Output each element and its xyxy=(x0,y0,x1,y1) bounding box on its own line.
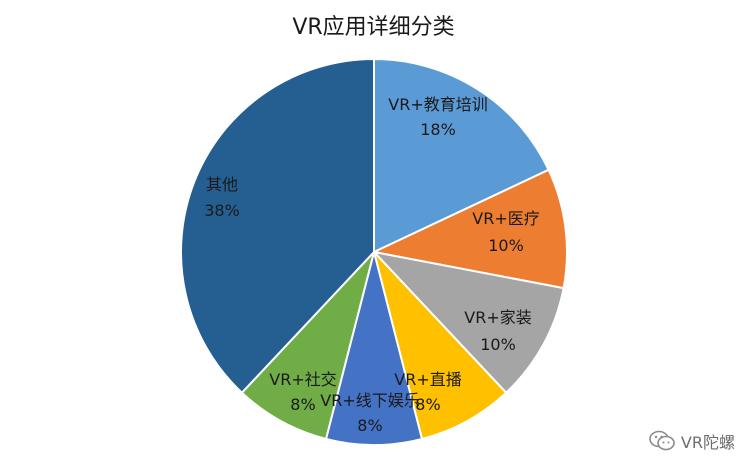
pie-slice xyxy=(373,251,508,441)
slice-label: 其他 xyxy=(206,175,238,194)
slice-label: VR+医疗 xyxy=(472,209,539,228)
slice-label: VR+教育培训 xyxy=(388,95,487,114)
slice-label: VR+家装 xyxy=(464,308,531,327)
pie-slice xyxy=(324,251,424,446)
pie-slice xyxy=(240,251,375,441)
slice-label: VR+社交 xyxy=(269,370,336,389)
slice-value-label: 8% xyxy=(290,395,315,414)
watermark-text: VR陀螺 xyxy=(680,433,735,452)
chart-title: VR应用详细分类 xyxy=(292,15,455,40)
slice-value-label: 10% xyxy=(480,335,516,354)
wechat-icon xyxy=(649,430,675,451)
pie-slice xyxy=(373,57,550,254)
slice-value-label: 8% xyxy=(415,395,440,414)
pie-slice xyxy=(370,168,568,290)
slice-label: VR+直播 xyxy=(394,370,461,389)
slice-value-label: 10% xyxy=(488,236,524,255)
slice-value-label: 18% xyxy=(420,120,456,139)
slice-value-label: 38% xyxy=(204,201,240,220)
watermark: VR陀螺 xyxy=(649,429,735,453)
pie-slice xyxy=(180,57,375,395)
pie-slice xyxy=(371,250,565,395)
slice-label: VR+线下娱乐 xyxy=(320,391,419,410)
slice-value-label: 8% xyxy=(357,416,382,435)
